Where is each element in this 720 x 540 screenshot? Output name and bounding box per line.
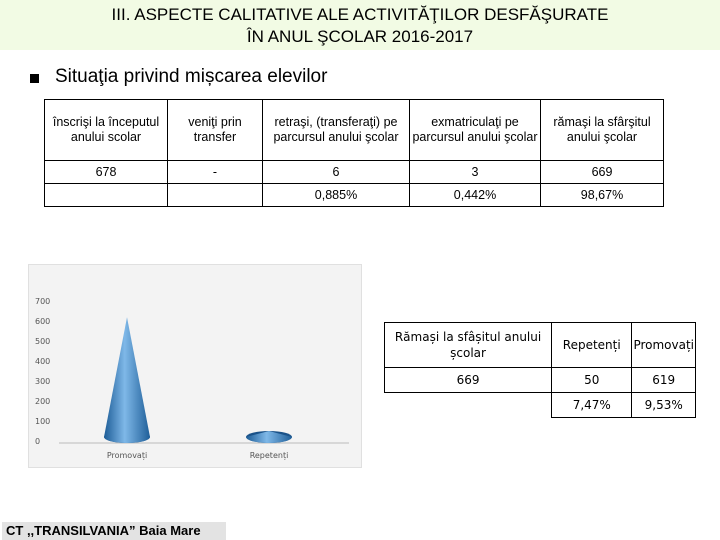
y-tick-label: 400: [35, 357, 50, 366]
table-cell: 669: [540, 160, 664, 184]
title-line-1: III. ASPECTE CALITATIVE ALE ACTIVITĂŢILO…: [111, 5, 609, 24]
section-subtitle: Situaţia privind mișcarea elevilor: [55, 66, 328, 87]
table-cell: 7,47%: [551, 392, 633, 418]
results-table: Rămași la sfâșitul anului școlar Repeten…: [383, 322, 696, 418]
header-transfer-in: veniţi prin transfer: [167, 99, 263, 161]
y-tick-label: 0: [35, 437, 40, 446]
table-cell: -: [167, 160, 263, 184]
header-promoted: Promovați: [631, 322, 696, 368]
table-cell: 669: [383, 367, 553, 393]
table-row: 669 50 619: [383, 367, 696, 393]
table-cell: [44, 183, 168, 207]
cone-bar: [104, 317, 150, 443]
header-withdrawn: retraşi, (transferaţi) pe parcursul anul…: [262, 99, 410, 161]
table-header-row: Rămași la sfâșitul anului școlar Repeten…: [383, 322, 696, 368]
y-tick-label: 300: [35, 377, 50, 386]
y-tick-label: 100: [35, 417, 50, 426]
header-remaining: rămaşi la sfârşitul anului şcolar: [540, 99, 664, 161]
table-cell: 6: [262, 160, 410, 184]
table-cell: 9,53%: [631, 392, 696, 418]
table-cell: 678: [44, 160, 168, 184]
cone-chart: 0 100 200 300 400 500 600 700 Promovați Repetenți: [28, 264, 362, 468]
page-title: III. ASPECTE CALITATIVE ALE ACTIVITĂŢILO…: [0, 4, 720, 48]
title-line-2: ÎN ANUL ŞCOLAR 2016-2017: [246, 27, 474, 46]
table-cell: 0,885%: [262, 183, 410, 207]
table-cell: 98,67%: [540, 183, 664, 207]
table-cell: 619: [631, 367, 696, 393]
table-header-row: înscrişi la începutul anului scolar veni…: [44, 99, 664, 161]
y-tick-label: 500: [35, 337, 50, 346]
x-tick-label: Promovați: [107, 451, 147, 461]
cone-bar: [246, 431, 292, 443]
table-row: 678 - 6 3 669: [44, 160, 664, 184]
table-cell: 0,442%: [409, 183, 541, 207]
table-cell: [384, 392, 553, 418]
header-remaining-end: Rămași la sfâșitul anului școlar: [383, 322, 553, 368]
table-row: 7,47% 9,53%: [384, 392, 696, 418]
bullet-square-icon: [30, 73, 39, 83]
header-enrolled: înscrişi la începutul anului scolar: [44, 99, 168, 161]
table-cell: 50: [551, 367, 633, 393]
table-row: 0,885% 0,442% 98,67%: [44, 183, 664, 207]
y-tick-label: 600: [35, 317, 50, 326]
y-tick-label: 700: [35, 297, 50, 306]
table-cell: [167, 183, 263, 207]
header-expelled: exmatriculaţi pe parcursul anului şcolar: [409, 99, 541, 161]
table-cell: 3: [409, 160, 541, 184]
header-repeaters: Repetenți: [551, 322, 633, 368]
footer-label: CT ,,TRANSILVANIA” Baia Mare: [2, 522, 226, 540]
chart-canvas: 0 100 200 300 400 500 600 700 Promovați Repetenți: [35, 297, 349, 461]
title-band: [0, 0, 720, 50]
y-tick-label: 200: [35, 397, 50, 406]
section-heading: Situaţia privind mișcarea elevilor: [30, 66, 327, 88]
x-tick-label: Repetenți: [250, 451, 289, 461]
movement-table: înscrişi la începutul anului scolar veni…: [44, 99, 664, 207]
